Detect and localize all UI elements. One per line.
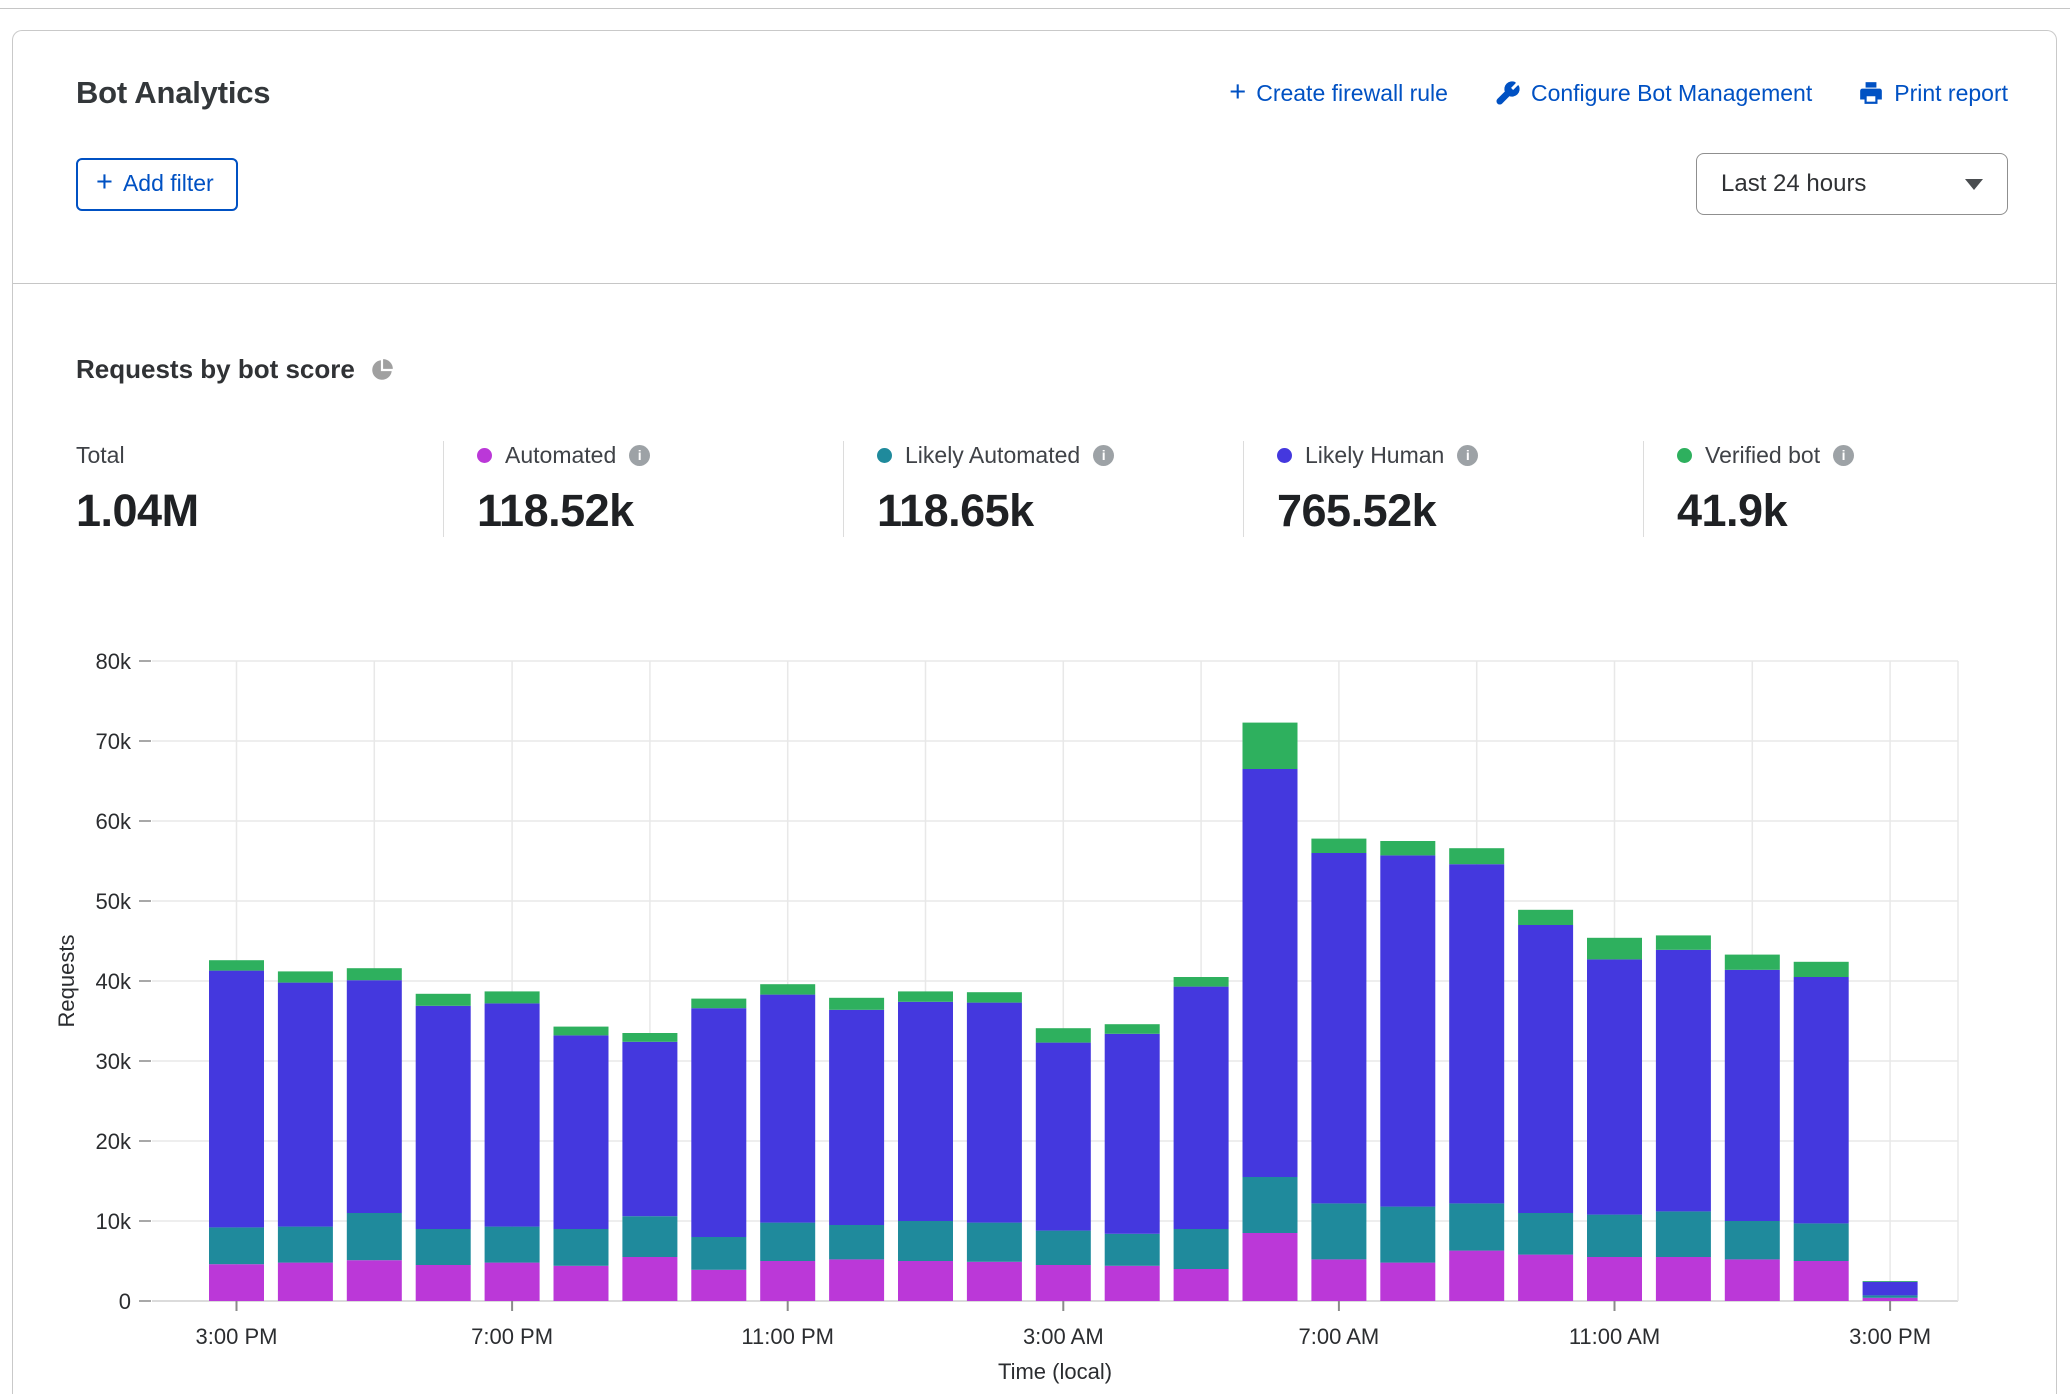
svg-text:50k: 50k [96,889,132,914]
stat-label: Total [76,442,125,469]
bar-10-1-00-am[interactable] [898,991,953,1301]
stat-value: 1.04M [76,485,443,537]
legend-dot [877,448,892,463]
bar-23-2-00-pm[interactable] [1794,962,1849,1301]
svg-text:20k: 20k [96,1129,132,1154]
legend-dot [1277,448,1292,463]
svg-text:11:00 AM: 11:00 AM [1569,1324,1660,1349]
stats-row: Total 1.04M Automated i 118.52k Likely A… [76,441,2008,537]
bar-8-11-00-pm[interactable] [760,984,815,1301]
svg-text:40k: 40k [96,969,132,994]
bar-4-7-00-pm[interactable] [485,991,540,1301]
svg-text:11:00 PM: 11:00 PM [741,1324,834,1349]
bar-9-12-00-am[interactable] [829,998,884,1301]
bar-3-6-00-pm[interactable] [416,994,471,1301]
stat-verified-bot: Verified bot i 41.9k [1643,441,2008,537]
bar-5-8-00-pm[interactable] [554,1027,609,1301]
bar-22-1-00-pm[interactable] [1725,955,1780,1301]
stat-automated: Automated i 118.52k [443,441,843,537]
stat-label: Likely Automated [905,442,1080,469]
bar-12-3-00-am[interactable] [1036,1028,1091,1301]
time-range-value: Last 24 hours [1721,170,1866,198]
bar-1-4-00-pm[interactable] [278,971,333,1301]
stat-value: 118.65k [877,485,1243,537]
svg-text:30k: 30k [96,1049,132,1074]
stat-total: Total 1.04M [76,441,443,537]
print-report-link[interactable]: Print report [1858,80,2008,107]
svg-text:70k: 70k [96,729,132,754]
bar-20-11-00-am[interactable] [1587,938,1642,1301]
plus-icon: + [96,172,113,192]
svg-text:3:00 AM: 3:00 AM [1023,1324,1104,1349]
bar-17-8-00-am[interactable] [1380,841,1435,1301]
bar-6-9-00-pm[interactable] [622,1033,677,1301]
svg-text:0: 0 [119,1289,131,1314]
stat-label: Likely Human [1305,442,1444,469]
card-body: Requests by bot score Total 1.04M Automa… [13,284,2056,537]
pie-chart-icon [369,357,395,383]
stat-value: 765.52k [1277,485,1643,537]
bar-21-12-00-pm[interactable] [1656,935,1711,1301]
svg-text:10k: 10k [96,1209,132,1234]
plus-icon: + [1229,82,1246,102]
page-top-divider [0,8,2070,9]
stat-label: Verified bot [1705,442,1820,469]
bar-7-10-00-pm[interactable] [691,999,746,1301]
bar-0-3-00-pm[interactable] [209,960,264,1301]
bar-24-3-00-pm[interactable] [1863,1281,1918,1301]
y-axis-title: Requests [54,935,79,1028]
wrench-icon [1494,80,1521,107]
stat-label: Automated [505,442,616,469]
svg-text:7:00 PM: 7:00 PM [471,1324,553,1349]
svg-text:7:00 AM: 7:00 AM [1299,1324,1380,1349]
legend-dot [477,448,492,463]
svg-text:80k: 80k [96,649,132,674]
info-icon[interactable]: i [1457,445,1478,466]
bar-18-9-00-am[interactable] [1449,848,1504,1301]
info-icon[interactable]: i [629,445,650,466]
info-icon[interactable]: i [1833,445,1854,466]
configure-bot-management-link[interactable]: Configure Bot Management [1494,80,1812,107]
card-header: Bot Analytics + Create firewall rule Con… [13,31,2056,284]
create-firewall-rule-link[interactable]: + Create firewall rule [1229,80,1448,107]
action-label: Create firewall rule [1256,80,1448,107]
bar-16-7-00-am[interactable] [1311,839,1366,1301]
bar-15-6-00-am[interactable] [1243,723,1298,1301]
bar-2-5-00-pm[interactable] [347,968,402,1301]
svg-text:3:00 PM: 3:00 PM [196,1324,278,1349]
svg-text:60k: 60k [96,809,132,834]
action-label: Print report [1894,80,2008,107]
header-actions: + Create firewall rule Configure Bot Man… [1229,80,2008,107]
stat-likely-automated: Likely Automated i 118.65k [843,441,1243,537]
x-axis-title: Time (local) [998,1359,1112,1384]
info-icon[interactable]: i [1093,445,1114,466]
bar-14-5-00-am[interactable] [1174,977,1229,1301]
bar-11-2-00-am[interactable] [967,992,1022,1301]
stat-value: 41.9k [1677,485,2008,537]
section-title: Requests by bot score [76,354,355,385]
chevron-down-icon [1965,179,1983,190]
page-title: Bot Analytics [76,75,270,111]
stat-likely-human: Likely Human i 765.52k [1243,441,1643,537]
bar-13-4-00-am[interactable] [1105,1024,1160,1301]
requests-by-bot-score-chart: 0 10k 20k 30k 40k 50k 60k 70k 80k 3:00 PM 7:00 PM 1… [0,640,2070,1394]
add-filter-button[interactable]: + Add filter [76,158,238,211]
action-label: Configure Bot Management [1531,80,1812,107]
svg-text:3:00 PM: 3:00 PM [1849,1324,1931,1349]
printer-icon [1858,80,1884,106]
stat-value: 118.52k [477,485,843,537]
add-filter-label: Add filter [123,170,214,197]
bar-19-10-00-am[interactable] [1518,910,1573,1301]
time-range-select[interactable]: Last 24 hours [1696,153,2008,215]
legend-dot [1677,448,1692,463]
